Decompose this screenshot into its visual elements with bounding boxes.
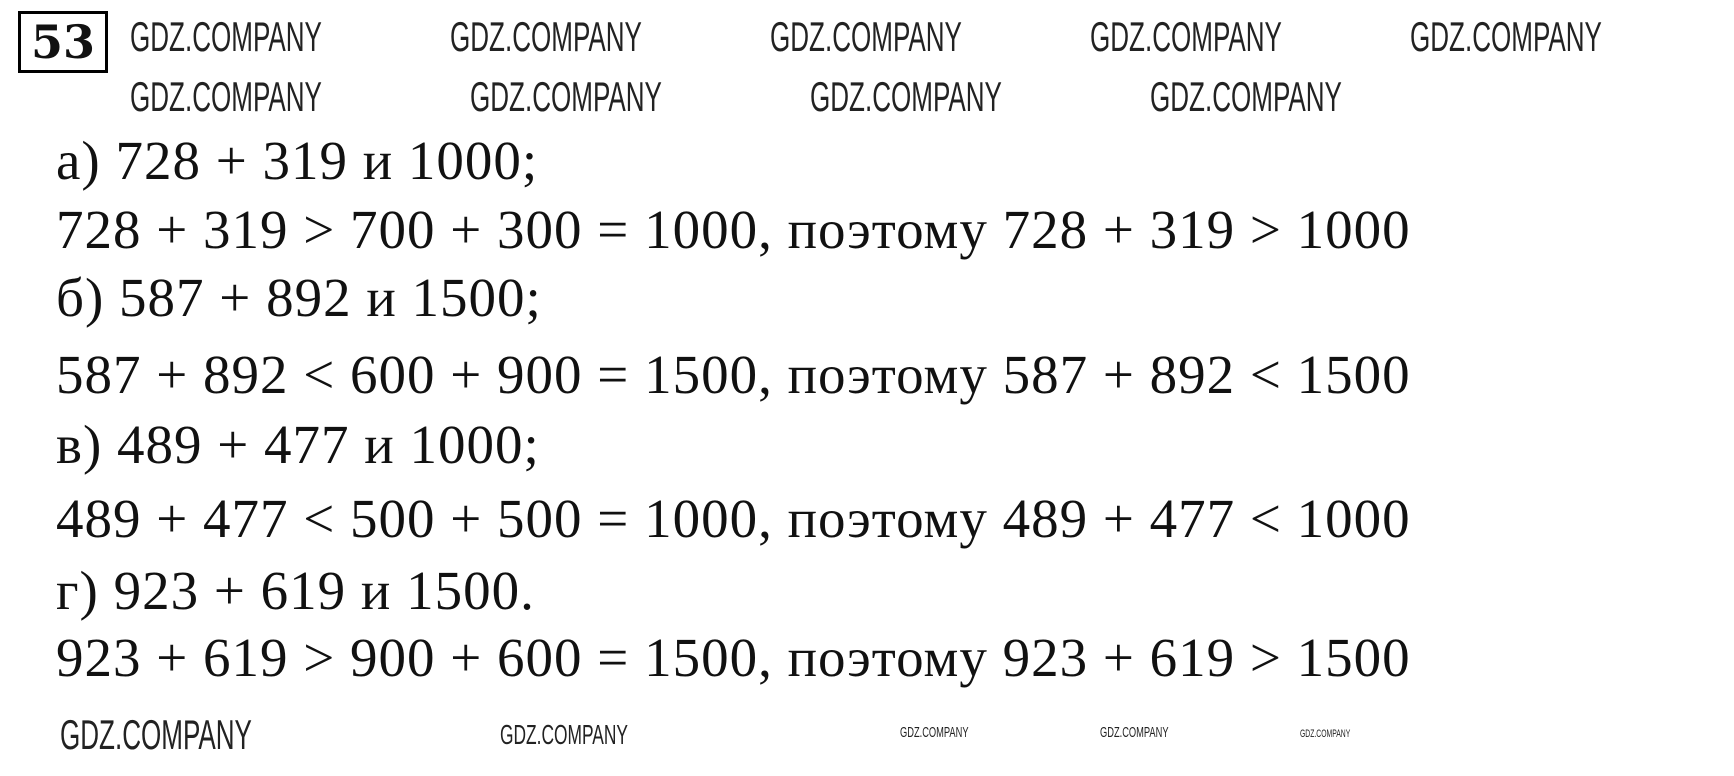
watermark: GDZ.COMPANY	[500, 719, 628, 750]
watermark: GDZ.COMPANY	[130, 73, 322, 120]
task-d: г) 923 + 619 и 1500.	[56, 560, 535, 621]
task-a: а) 728 + 319 и 1000;	[56, 130, 539, 191]
watermark: GDZ.COMPANY	[900, 724, 969, 741]
solution-c: 489 + 477 < 500 + 500 = 1000, поэтому 48…	[56, 488, 1411, 549]
watermark: GDZ.COMPANY	[450, 13, 642, 60]
watermark: GDZ.COMPANY	[770, 13, 962, 60]
watermark: GDZ.COMPANY	[810, 73, 1002, 120]
task-c: в) 489 + 477 и 1000;	[56, 414, 540, 475]
task-number: 53	[18, 11, 108, 73]
watermark: GDZ.COMPANY	[1410, 13, 1602, 60]
watermark: GDZ.COMPANY	[60, 711, 252, 758]
watermark: GDZ.COMPANY	[1100, 724, 1169, 741]
watermark: GDZ.COMPANY	[130, 13, 322, 60]
solution-d: 923 + 619 > 900 + 600 = 1500, поэтому 92…	[56, 627, 1411, 688]
task-b: б) 587 + 892 и 1500;	[56, 267, 542, 328]
solution-b: 587 + 892 < 600 + 900 = 1500, поэтому 58…	[56, 344, 1411, 405]
watermark: GDZ.COMPANY	[1090, 13, 1282, 60]
solution-a: 728 + 319 > 700 + 300 = 1000, поэтому 72…	[56, 199, 1411, 260]
watermark: GDZ.COMPANY	[470, 73, 662, 120]
watermark: GDZ.COMPANY	[1300, 728, 1351, 740]
watermark: GDZ.COMPANY	[1150, 73, 1342, 120]
